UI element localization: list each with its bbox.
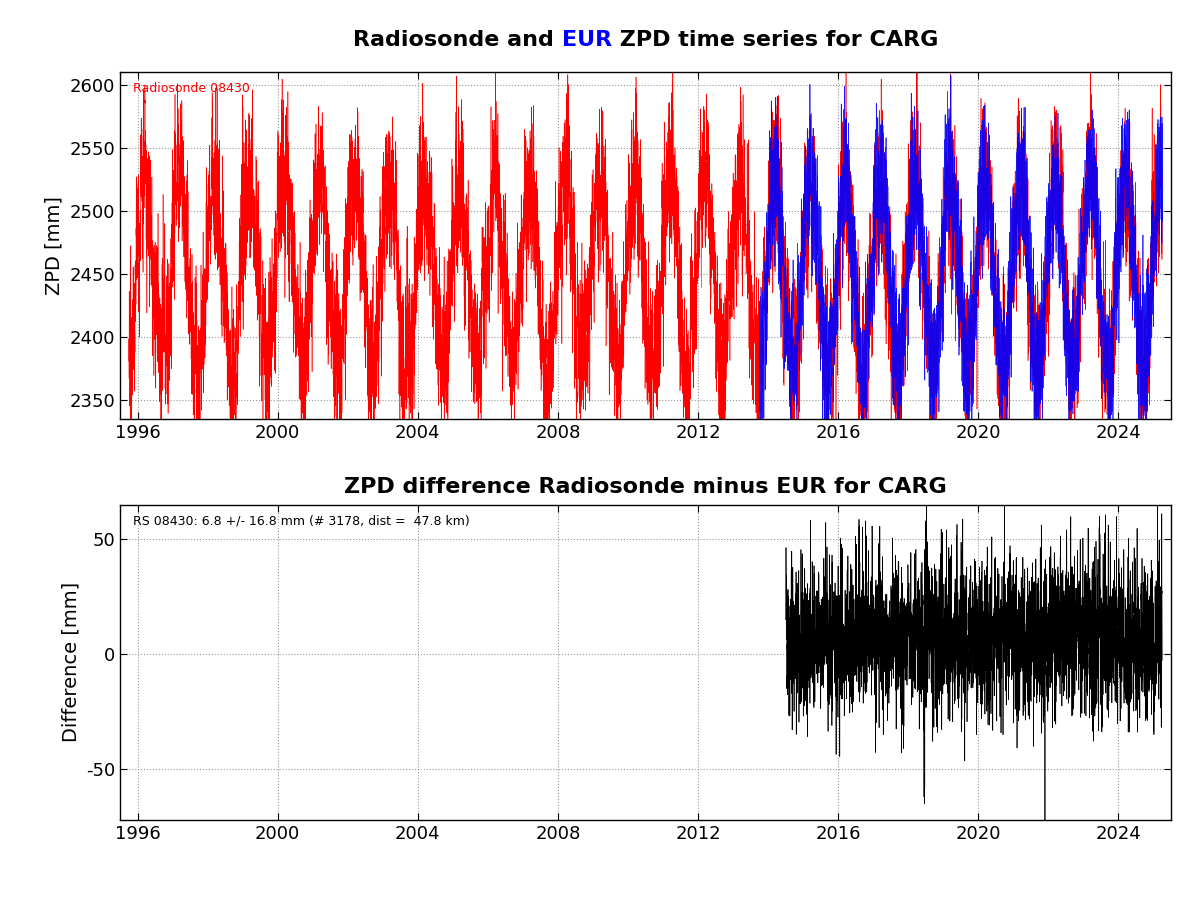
Title: ZPD difference Radiosonde minus EUR for CARG: ZPD difference Radiosonde minus EUR for … [345, 478, 946, 497]
Y-axis label: ZPD [mm]: ZPD [mm] [44, 196, 64, 295]
Y-axis label: Difference [mm]: Difference [mm] [61, 582, 80, 742]
Text: ZPD time series for CARG: ZPD time series for CARG [611, 30, 938, 50]
Text: RS 08430: 6.8 +/- 16.8 mm (# 3178, dist =  47.8 km): RS 08430: 6.8 +/- 16.8 mm (# 3178, dist … [132, 514, 470, 527]
Text: EUR: EUR [562, 30, 611, 50]
Text: Radiosonde and: Radiosonde and [353, 30, 562, 50]
Text: Radiosonde 08430: Radiosonde 08430 [132, 83, 250, 96]
